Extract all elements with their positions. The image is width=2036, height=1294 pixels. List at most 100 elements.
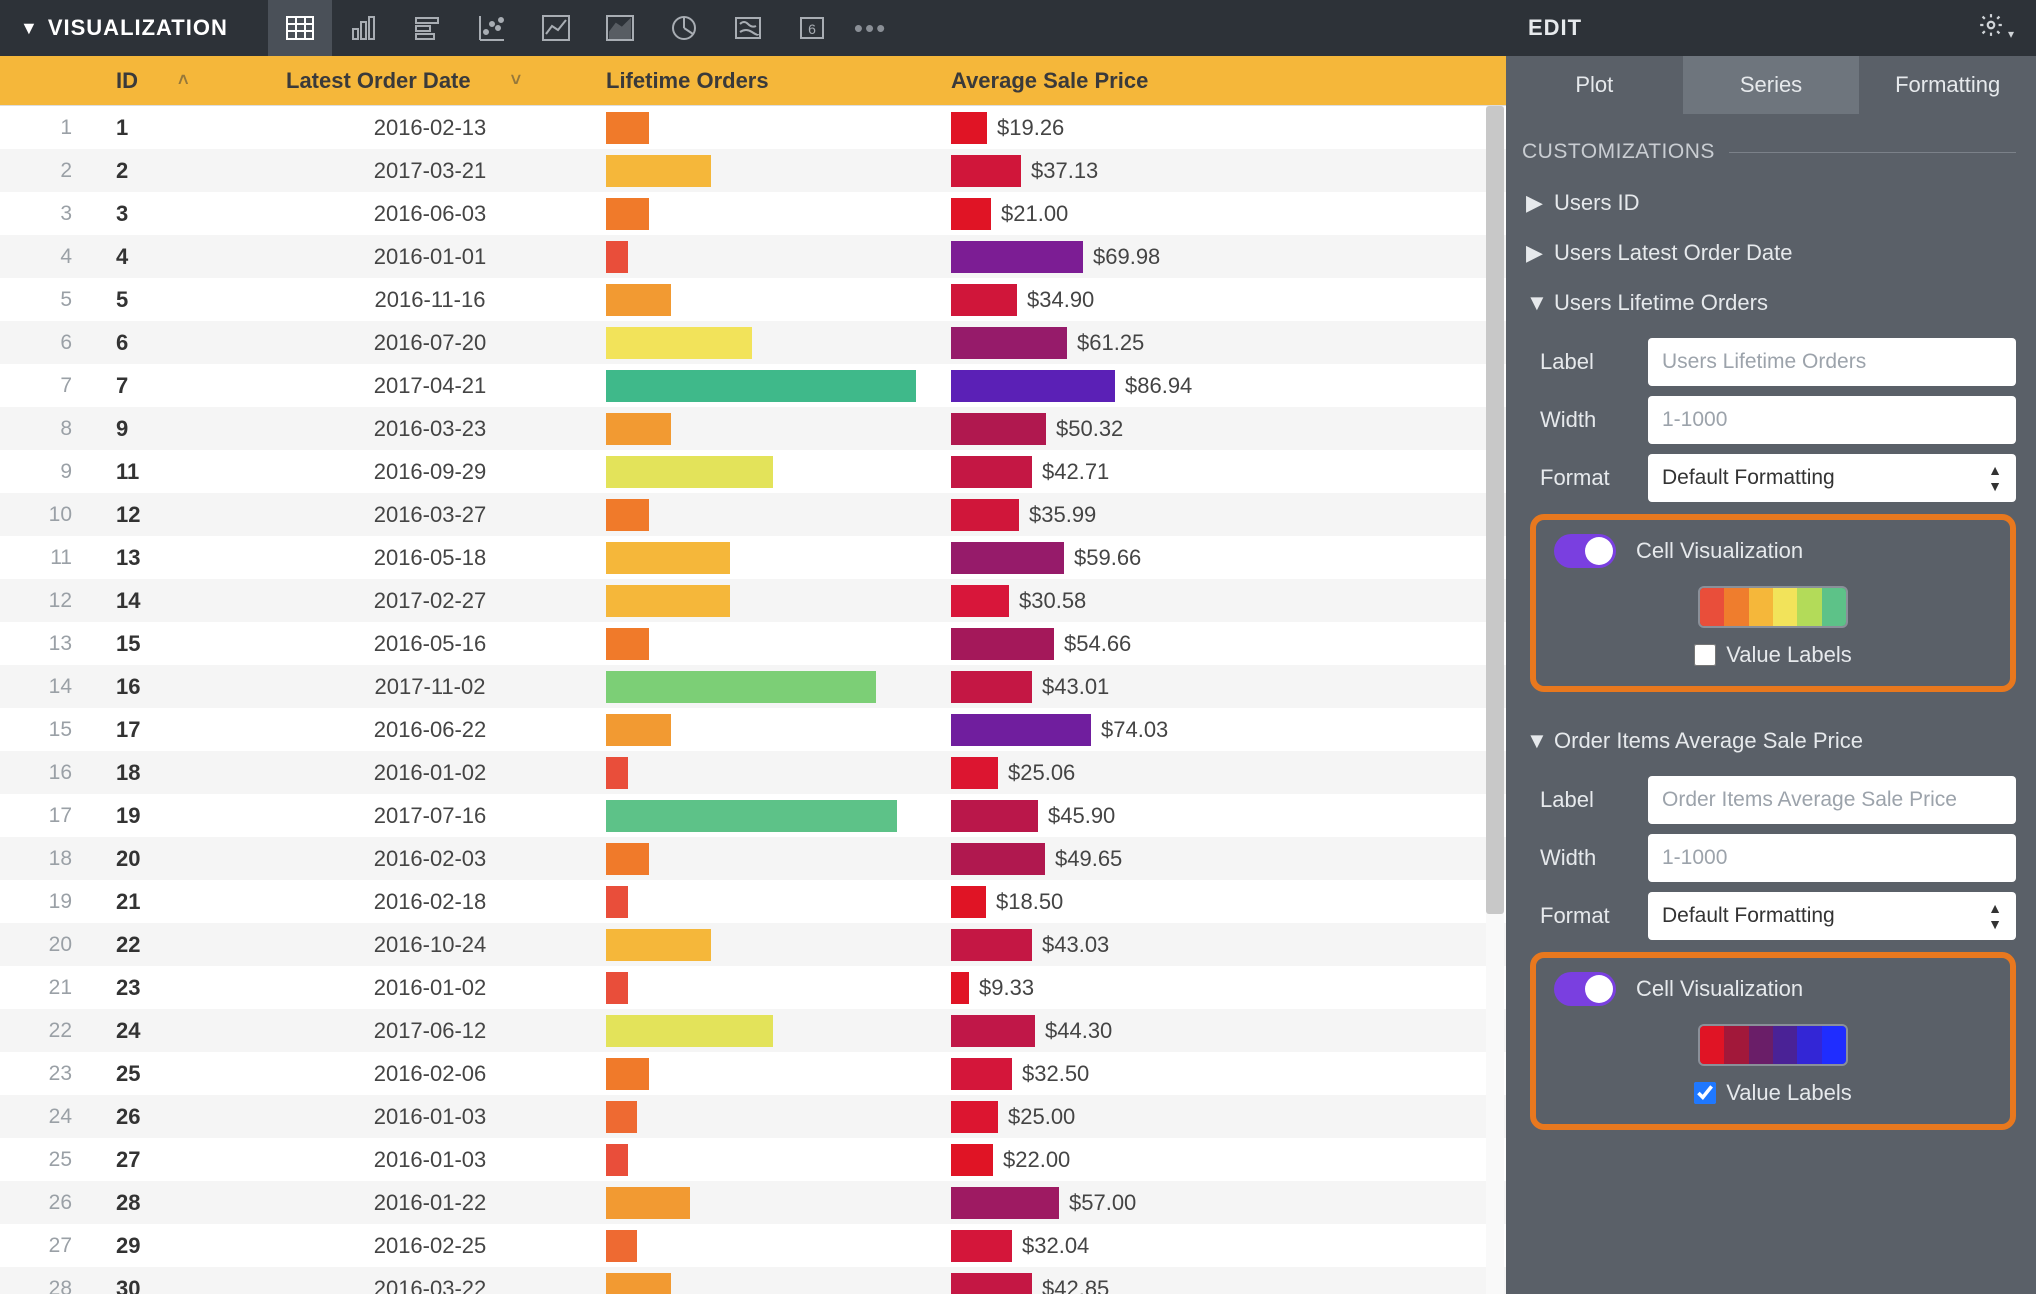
cell-lifetime-orders	[590, 413, 935, 445]
table-row[interactable]: 13152016-05-16$54.66	[0, 622, 1506, 665]
cell-id: 9	[100, 416, 270, 442]
table-row[interactable]: 19212016-02-18$18.50	[0, 880, 1506, 923]
cell-date: 2016-06-22	[270, 717, 590, 743]
table-row[interactable]: 14162017-11-02$43.01	[0, 665, 1506, 708]
lifetime-orders-label-input[interactable]	[1648, 338, 2016, 386]
cell-avg-sale-price: $19.26	[935, 112, 1506, 144]
table-row[interactable]: 662016-07-20$61.25	[0, 321, 1506, 364]
viz-area-icon[interactable]	[588, 0, 652, 56]
table-row[interactable]: 23252016-02-06$32.50	[0, 1052, 1506, 1095]
table-row[interactable]: 112016-02-13$19.26	[0, 106, 1506, 149]
table-row[interactable]: 26282016-01-22$57.00	[0, 1181, 1506, 1224]
viz-map-icon[interactable]	[716, 0, 780, 56]
series-order-items-asp[interactable]: ▼ Order Items Average Sale Price	[1518, 716, 2016, 766]
tab-formatting[interactable]: Formatting	[1859, 56, 2036, 114]
series-users-lifetime-orders[interactable]: ▼ Users Lifetime Orders	[1518, 278, 2016, 328]
table-row[interactable]: 18202016-02-03$49.65	[0, 837, 1506, 880]
column-header-lifetime-orders[interactable]: Lifetime Orders	[590, 68, 935, 94]
viz-single-value-icon[interactable]: 6	[780, 0, 844, 56]
series-users-id[interactable]: ▶ Users ID	[1518, 178, 2016, 228]
row-number: 16	[0, 761, 100, 785]
table-row[interactable]: 16182016-01-02$25.06	[0, 751, 1506, 794]
table-row[interactable]: 21232016-01-02$9.33	[0, 966, 1506, 1009]
table-row[interactable]: 15172016-06-22$74.03	[0, 708, 1506, 751]
asp-label-input[interactable]	[1648, 776, 2016, 824]
viz-column-icon[interactable]	[332, 0, 396, 56]
table-row[interactable]: 12142017-02-27$30.58	[0, 579, 1506, 622]
edit-panel: EDIT ▾ Plot Series Formatting CUSTOMIZAT…	[1506, 0, 2036, 1294]
table-row[interactable]: 332016-06-03$21.00	[0, 192, 1506, 235]
viz-pie-icon[interactable]	[652, 0, 716, 56]
column-header-id[interactable]: ID ˄	[100, 68, 270, 94]
more-viz-icon[interactable]: •••	[854, 13, 887, 44]
row-number: 22	[0, 1019, 100, 1043]
table-row[interactable]: 22242017-06-12$44.30	[0, 1009, 1506, 1052]
palette-swatch-lo[interactable]	[1698, 586, 1848, 628]
series-users-latest-order-date[interactable]: ▶ Users Latest Order Date	[1518, 228, 2016, 278]
cell-id: 17	[100, 717, 270, 743]
cell-lifetime-orders	[590, 972, 935, 1004]
width-label: Width	[1540, 845, 1632, 871]
cell-id: 18	[100, 760, 270, 786]
row-number: 8	[0, 417, 100, 441]
row-number: 24	[0, 1105, 100, 1129]
cell-id: 21	[100, 889, 270, 915]
label-label: Label	[1540, 349, 1632, 375]
cell-id: 22	[100, 932, 270, 958]
table-header: ID ˄ Latest Order Date ˅ Lifetime Orders…	[0, 56, 1506, 106]
cell-viz-highlight-lo: Cell Visualization Value Labels	[1530, 514, 2016, 692]
table-row[interactable]: 20222016-10-24$43.03	[0, 923, 1506, 966]
cell-date: 2016-05-18	[270, 545, 590, 571]
asp-format-select[interactable]: Default Formatting ▲▼	[1648, 892, 2016, 940]
table-row[interactable]: 27292016-02-25$32.04	[0, 1224, 1506, 1267]
palette-swatch-asp[interactable]	[1698, 1024, 1848, 1066]
table-row[interactable]: 17192017-07-16$45.90	[0, 794, 1506, 837]
cell-lifetime-orders	[590, 671, 935, 703]
table-row[interactable]: 25272016-01-03$22.00	[0, 1138, 1506, 1181]
viz-table-icon[interactable]	[268, 0, 332, 56]
tab-series[interactable]: Series	[1683, 56, 1860, 114]
cell-date: 2016-09-29	[270, 459, 590, 485]
cell-viz-toggle-asp[interactable]	[1554, 972, 1616, 1006]
cell-date: 2016-03-27	[270, 502, 590, 528]
table-row[interactable]: 24262016-01-03$25.00	[0, 1095, 1506, 1138]
cell-lifetime-orders	[590, 327, 935, 359]
gear-icon[interactable]: ▾	[1978, 12, 2014, 44]
table-row[interactable]: 28302016-03-22$42.85	[0, 1267, 1506, 1294]
value-labels-lo[interactable]: Value Labels	[1554, 642, 1992, 668]
table-row[interactable]: 9112016-09-29$42.71	[0, 450, 1506, 493]
asp-width-input[interactable]	[1648, 834, 2016, 882]
table-row[interactable]: 11132016-05-18$59.66	[0, 536, 1506, 579]
table-row[interactable]: 10122016-03-27$35.99	[0, 493, 1506, 536]
viz-bar-icon[interactable]	[396, 0, 460, 56]
cell-date: 2016-02-03	[270, 846, 590, 872]
tab-plot[interactable]: Plot	[1506, 56, 1683, 114]
cell-date: 2016-01-02	[270, 760, 590, 786]
table-row[interactable]: 892016-03-23$50.32	[0, 407, 1506, 450]
collapse-caret-icon[interactable]: ▼	[20, 18, 38, 39]
row-number: 14	[0, 675, 100, 699]
row-number: 27	[0, 1234, 100, 1258]
lifetime-orders-width-input[interactable]	[1648, 396, 2016, 444]
column-header-avg-sale-price[interactable]: Average Sale Price	[935, 68, 1506, 94]
chevron-down-icon: ˅	[511, 70, 522, 91]
cell-id: 4	[100, 244, 270, 270]
chevron-updown-icon: ▲▼	[1988, 462, 2002, 494]
cell-avg-sale-price: $9.33	[935, 972, 1506, 1004]
viz-line-icon[interactable]	[524, 0, 588, 56]
row-number: 1	[0, 116, 100, 140]
cell-id: 5	[100, 287, 270, 313]
row-number: 7	[0, 374, 100, 398]
column-header-date[interactable]: Latest Order Date ˅	[270, 68, 590, 94]
cell-avg-sale-price: $61.25	[935, 327, 1506, 359]
table-scrollbar[interactable]	[1484, 106, 1506, 1294]
table-row[interactable]: 442016-01-01$69.98	[0, 235, 1506, 278]
viz-scatter-icon[interactable]	[460, 0, 524, 56]
value-labels-asp[interactable]: Value Labels	[1554, 1080, 1992, 1106]
table-row[interactable]: 772017-04-21$86.94	[0, 364, 1506, 407]
cell-viz-toggle-lo[interactable]	[1554, 534, 1616, 568]
table-row[interactable]: 222017-03-21$37.13	[0, 149, 1506, 192]
lifetime-orders-format-select[interactable]: Default Formatting ▲▼	[1648, 454, 2016, 502]
cell-avg-sale-price: $32.50	[935, 1058, 1506, 1090]
table-row[interactable]: 552016-11-16$34.90	[0, 278, 1506, 321]
